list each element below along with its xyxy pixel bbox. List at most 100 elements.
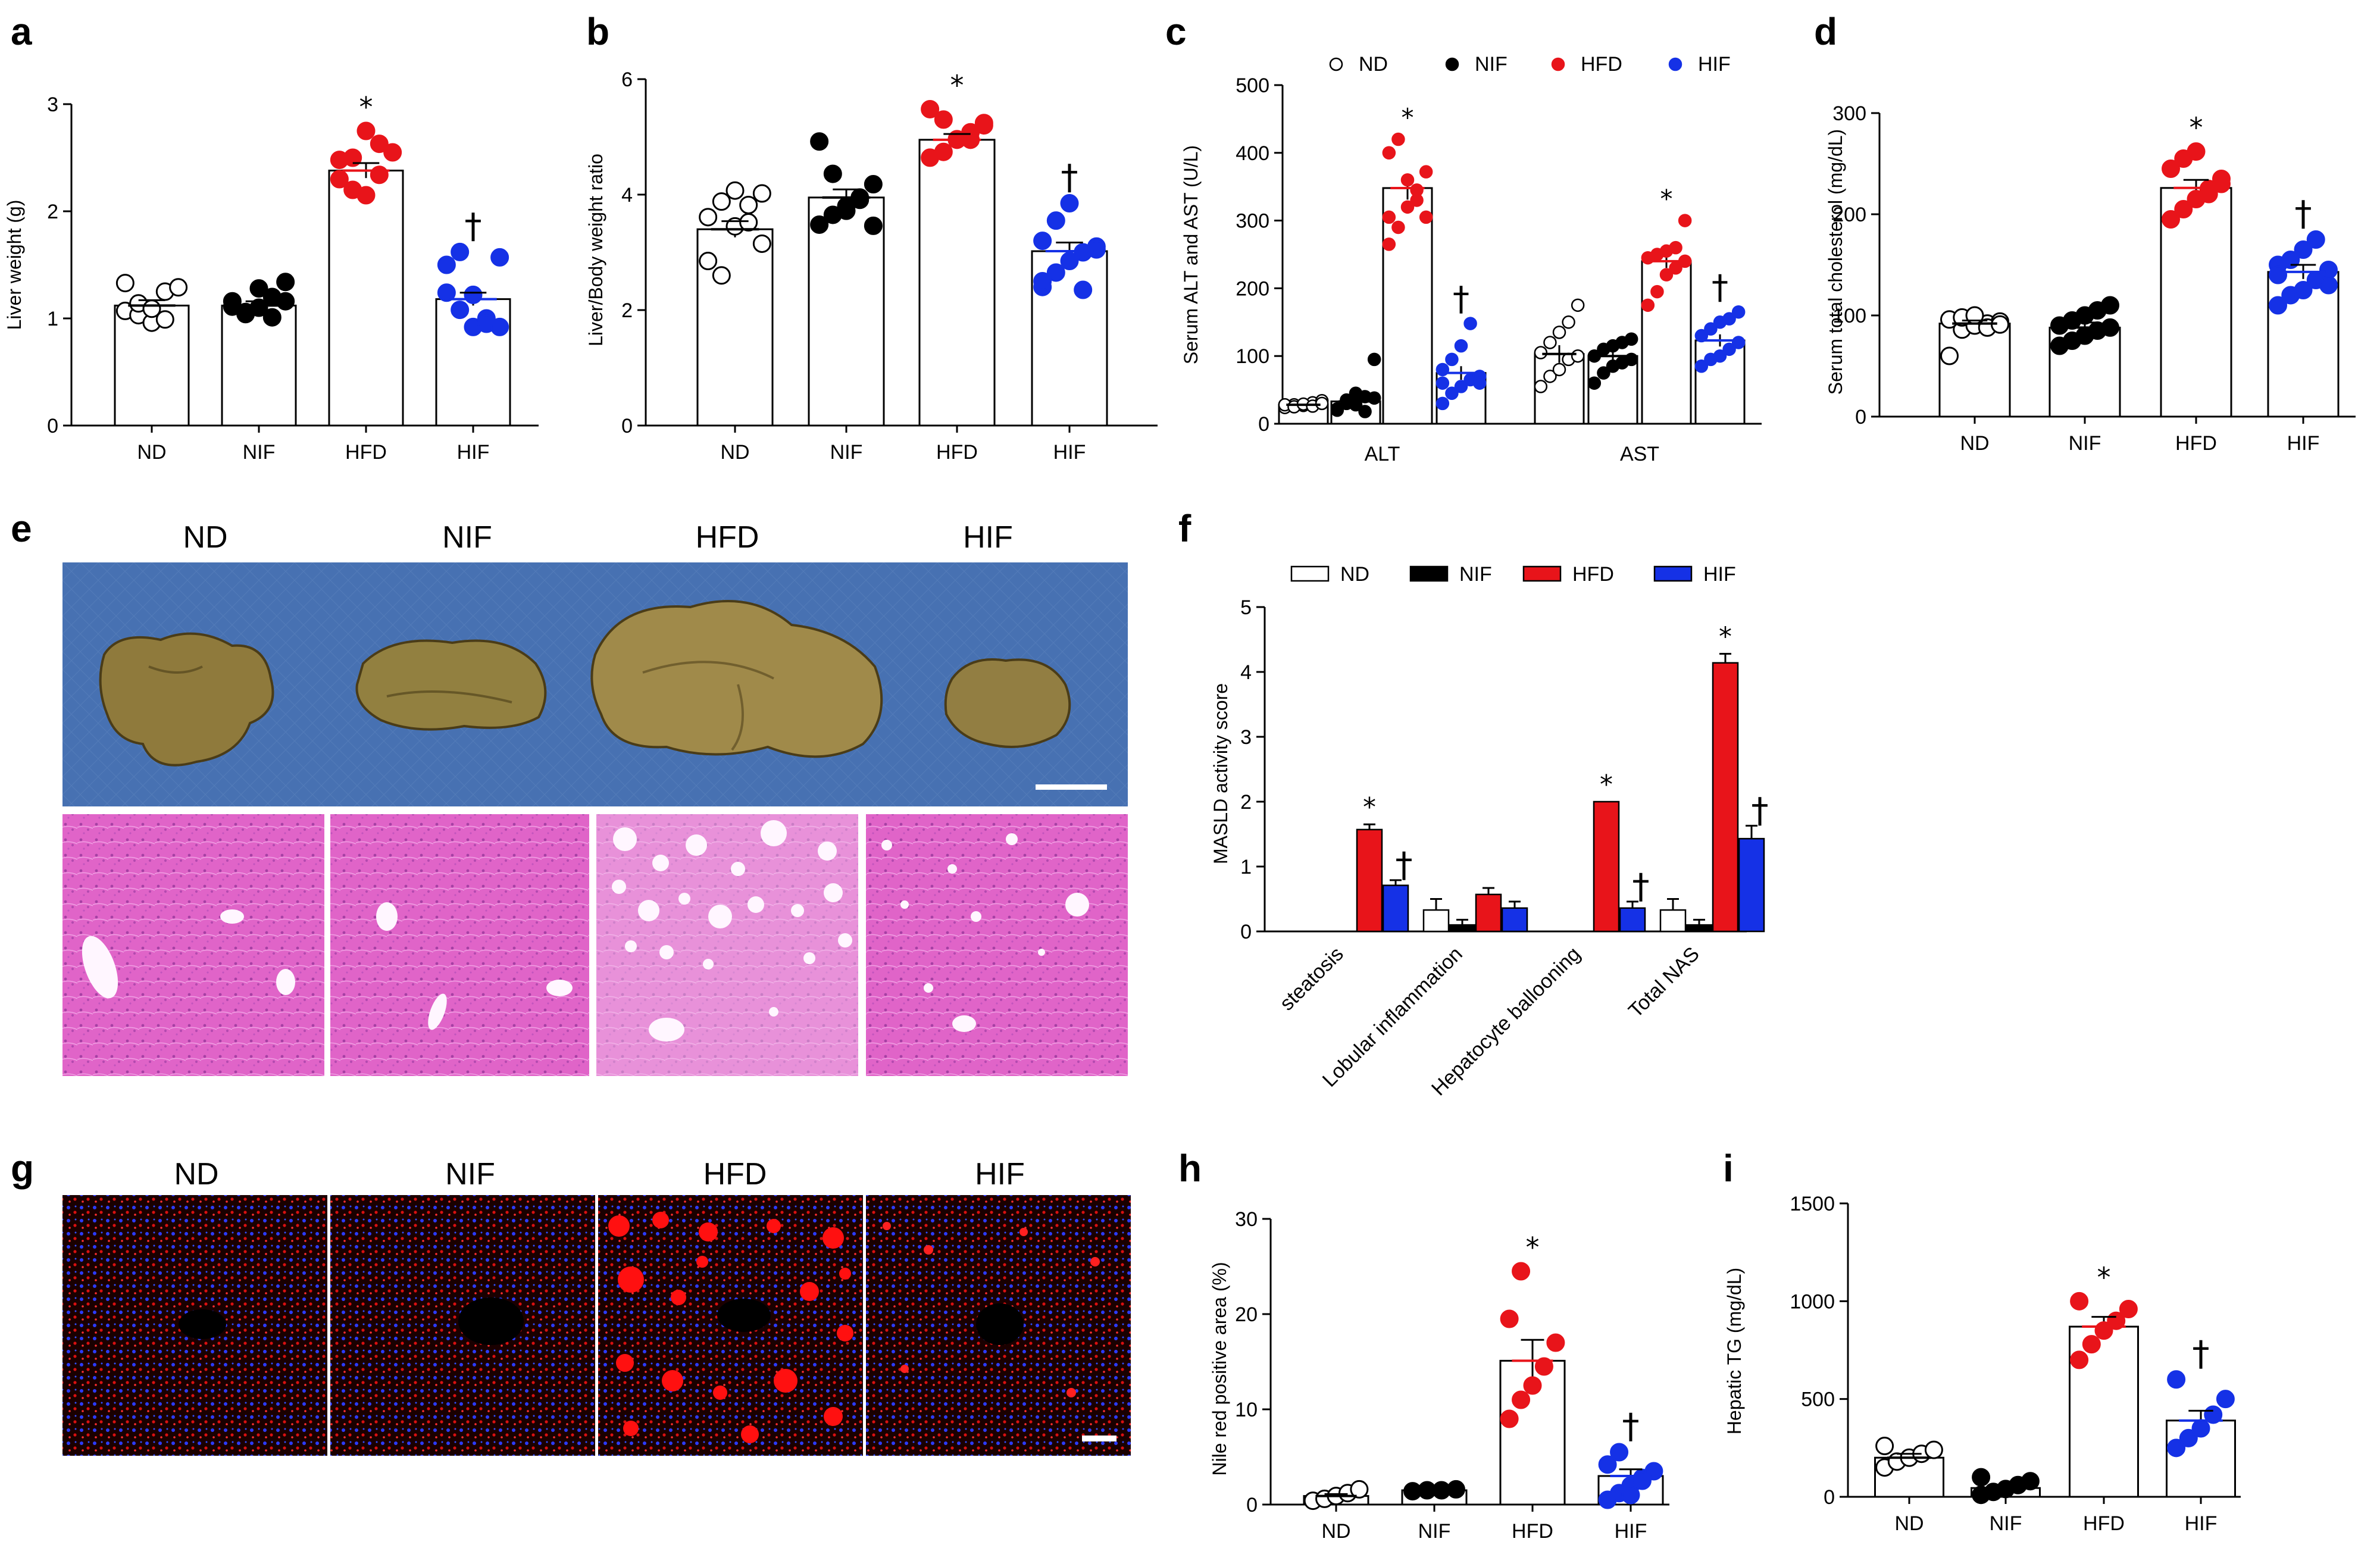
b-point-HFD <box>921 99 940 118</box>
i-y-tick-label: 1000 <box>1790 1290 1835 1313</box>
f-bar-HFD-2 <box>1593 800 1620 933</box>
d-bar-ND <box>1938 323 2011 418</box>
c-point-AST-NIF <box>1587 376 1602 390</box>
b-y-axis-title: Liver/Body weight ratio <box>585 154 606 346</box>
d-point-HIF <box>2306 230 2325 249</box>
he-nd <box>62 814 324 1076</box>
c-point-ALT-HFD <box>1400 200 1415 214</box>
c-point-ALT-HFD <box>1400 173 1415 187</box>
c-point-ALT-HFD <box>1382 210 1396 224</box>
i-point-HIF <box>2167 1370 2186 1389</box>
d-y-tick-label: 100 <box>1832 305 1866 327</box>
nile-hif <box>866 1195 1131 1456</box>
c-sig-mark-AST-HFD: * <box>1660 184 1673 214</box>
i-point-HFD <box>2082 1335 2101 1354</box>
c-point-AST-HFD <box>1659 268 1674 282</box>
h-point-HFD <box>1534 1357 1553 1376</box>
g-label-hif: HIF <box>975 1157 1025 1192</box>
i-x-tick-label: ND <box>1894 1512 1924 1535</box>
nile-nif <box>330 1195 595 1456</box>
d-x-tick-label: HFD <box>2175 432 2217 455</box>
f-sig-mark-HFD-3: * <box>1719 621 1732 652</box>
d-point-ND <box>1940 346 1959 365</box>
c-y-tick-label: 100 <box>1236 345 1269 368</box>
b-y-tick-label: 2 <box>621 299 633 322</box>
a-sig-mark-HIF: † <box>465 205 482 246</box>
c-point-ALT-HIF <box>1435 376 1450 390</box>
chart-a: 0 1 2 3 Liver weight (g) ND NIF HFD * HIF † <box>4 91 539 464</box>
f-legend-swatch-HFD <box>1522 565 1562 582</box>
h-point-HFD <box>1512 1390 1531 1409</box>
a-point-NIF <box>262 308 282 327</box>
liver-hif <box>944 658 1071 748</box>
d-x-tick-label: ND <box>1960 432 1989 455</box>
h-point-HFD <box>1512 1262 1531 1281</box>
d-point-HIF <box>2319 261 2338 279</box>
a-point-HIF <box>437 255 456 274</box>
c-point-AST-HFD <box>1669 240 1682 255</box>
i-sig-mark-HIF: † <box>2193 1333 2210 1374</box>
d-point-HFD <box>2162 160 2181 178</box>
c-legend-marker-ND <box>1329 57 1343 71</box>
b-bar-HFD <box>918 139 996 427</box>
i-y-tick-label: 1500 <box>1790 1193 1835 1215</box>
c-legend-label-ND: ND <box>1359 53 1388 76</box>
c-legend-label-HFD: HFD <box>1581 53 1622 76</box>
h-point-HIF <box>1621 1486 1640 1505</box>
c-point-AST-ND <box>1543 370 1557 383</box>
c-legend-marker-HFD <box>1551 57 1565 71</box>
a-point-ND <box>169 278 188 297</box>
c-point-AST-HFD <box>1641 298 1655 312</box>
f-x-tick-label: steatosis <box>1275 943 1348 1015</box>
f-x-tick-label: Total NAS <box>1624 943 1704 1022</box>
h-x-tick-label: NIF <box>1418 1520 1451 1543</box>
b-point-ND <box>739 213 758 232</box>
f-legend-label-ND: ND <box>1340 563 1369 586</box>
panel-label-g: g <box>11 1147 34 1190</box>
d-y-axis-title: Serum total cholesterol (mg/dL) <box>1825 129 1846 395</box>
c-point-ALT-HFD <box>1382 237 1396 251</box>
c-point-AST-ND <box>1543 336 1557 349</box>
b-point-ND <box>712 192 731 211</box>
b-point-NIF <box>810 215 829 234</box>
b-point-ND <box>739 195 758 214</box>
h-x-tick-label: HFD <box>1512 1520 1553 1543</box>
c-point-AST-ND <box>1534 380 1548 393</box>
chart-h: 0 10 20 30 Nile red positive area (%) ND NIF HF… <box>1209 1208 1669 1543</box>
panel-label-b: b <box>586 10 609 53</box>
a-sig-mark-HFD: * <box>359 91 373 123</box>
h-point-ND <box>1350 1480 1369 1499</box>
c-point-ALT-HFD <box>1391 220 1405 234</box>
c-legend-marker-NIF <box>1445 57 1459 71</box>
c-y-tick-label: 500 <box>1236 74 1269 97</box>
d-point-HFD <box>2174 200 2193 218</box>
b-point-ND <box>725 181 745 200</box>
b-point-ND <box>699 208 718 227</box>
he-hfd <box>596 814 1109 1076</box>
he-histology-row <box>62 814 1128 1076</box>
c-legend-label-NIF: NIF <box>1475 53 1508 76</box>
i-point-ND <box>1924 1440 1943 1459</box>
c-point-AST-HFD <box>1650 284 1664 299</box>
c-point-ALT-HIF <box>1445 352 1459 367</box>
c-point-AST-ND <box>1552 362 1566 377</box>
h-y-tick-label: 30 <box>1235 1208 1258 1231</box>
c-point-AST-HIF <box>1704 322 1718 336</box>
chart-c: 0 100 200 300 400 500 Serum ALT and AST (U/L) *… <box>1180 53 1762 465</box>
f-bar-HIF-0 <box>1382 884 1409 933</box>
he-hif <box>866 814 1128 1076</box>
b-point-HIF <box>1074 280 1093 299</box>
b-point-HFD <box>934 142 953 161</box>
a-y-axis-title: Liver weight (g) <box>4 200 25 330</box>
a-y-tick-label: 2 <box>47 201 58 223</box>
chart-d: 0 100 200 300 Serum total cholesterol (mg/dL… <box>1825 102 2356 455</box>
h-point-HFD <box>1500 1409 1519 1428</box>
c-point-AST-HFD <box>1678 214 1692 227</box>
a-point-HIF <box>490 317 509 336</box>
b-y-tick-label: 4 <box>621 184 633 207</box>
a-point-NIF <box>249 279 268 298</box>
f-y-tick-label: 3 <box>1240 726 1252 749</box>
d-x-tick-label: HIF <box>2287 432 2320 455</box>
b-point-ND <box>752 234 771 253</box>
